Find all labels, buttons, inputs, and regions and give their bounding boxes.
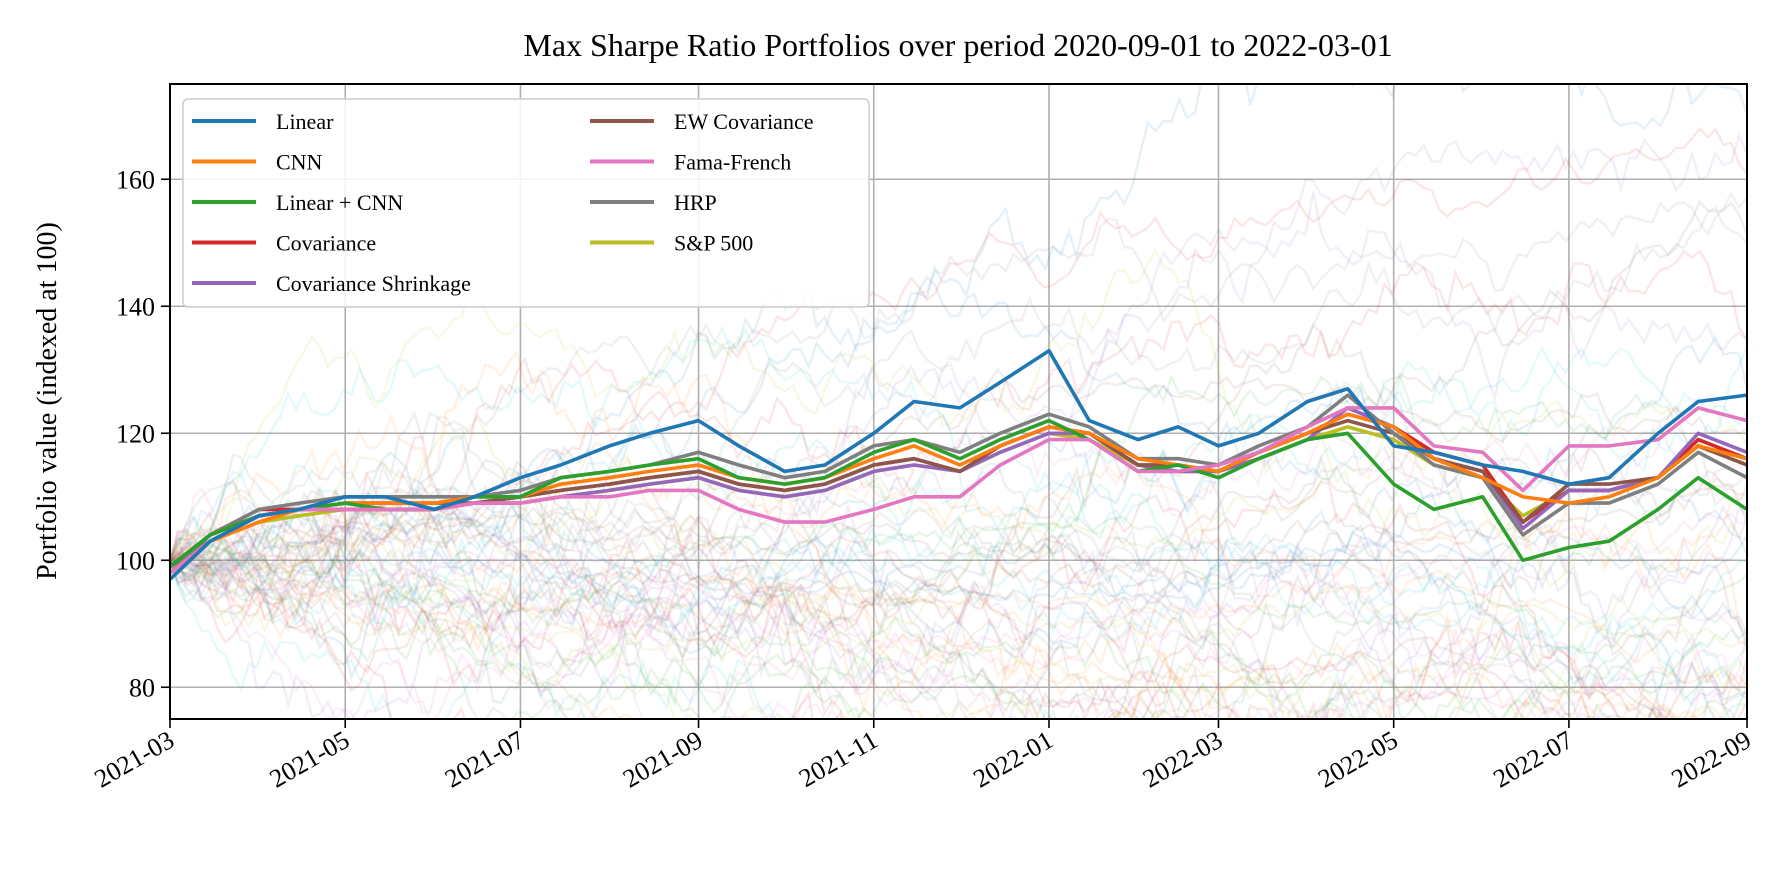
series-lines (170, 348, 1747, 582)
y-axis-label: Portfolio value (indexed at 100) (32, 222, 63, 580)
background-trace (170, 518, 1747, 719)
legend-label: S&P 500 (674, 231, 753, 256)
legend-label: Linear (276, 109, 334, 134)
background-trace (170, 531, 1302, 719)
x-tick-label: 2021-03 (89, 725, 179, 793)
background-trace (170, 504, 1747, 719)
background-trace (170, 248, 1747, 589)
background-trace (170, 513, 1747, 609)
background-trace (170, 511, 1747, 656)
x-axis-ticks: 2021-03 2021-05 2021-07 2021-09 2021-11 2022-… (89, 719, 1756, 794)
background-trace (170, 545, 1747, 649)
series-line-0 (170, 348, 1747, 582)
background-trace (170, 541, 1747, 719)
background-trace (170, 441, 1676, 719)
legend: Linear CNN Linear + CNN Covariance Covarianc… (182, 98, 870, 308)
background-trace (170, 84, 1747, 571)
plot-frame (169, 83, 1748, 720)
y-axis-ticks: 80 100 120 140 160 (116, 165, 170, 702)
x-tick-label: 2022-05 (1313, 725, 1403, 793)
y-tick-label: 160 (116, 165, 155, 194)
background-trace (170, 515, 1747, 657)
x-tick-label: 2022-01 (968, 725, 1058, 793)
background-trace (170, 486, 1747, 719)
legend-label: Linear + CNN (276, 190, 403, 215)
background-trace (170, 544, 1741, 719)
background-traces (170, 84, 1747, 719)
background-trace (170, 491, 1747, 719)
background-trace (170, 503, 1664, 719)
background-trace (170, 206, 1747, 621)
background-trace (170, 542, 1747, 719)
background-trace (170, 275, 1747, 681)
background-trace (170, 459, 1747, 590)
y-tick-label: 100 (116, 546, 155, 575)
background-trace (170, 373, 1747, 678)
background-trace (170, 505, 1717, 719)
background-trace (170, 510, 1747, 719)
legend-label: Fama-French (674, 150, 791, 175)
x-tick-label: 2022-09 (1666, 725, 1756, 793)
series-line-1 (170, 412, 1747, 575)
y-tick-label: 140 (116, 292, 155, 321)
background-trace (170, 509, 1747, 643)
background-trace (170, 535, 1747, 719)
background-trace (170, 525, 1434, 719)
background-trace (170, 422, 1747, 666)
legend-label: Covariance (276, 231, 376, 256)
background-trace (170, 527, 1366, 719)
x-tick-label: 2021-07 (440, 725, 530, 793)
background-trace (170, 530, 1747, 719)
background-trace (170, 469, 1747, 691)
background-trace (170, 190, 1747, 561)
background-trace (170, 559, 1747, 686)
background-trace (170, 199, 1747, 635)
background-trace (170, 325, 1747, 561)
background-trace (170, 480, 1747, 719)
background-trace (170, 504, 1747, 719)
background-trace (170, 191, 1747, 604)
legend-label: EW Covariance (674, 109, 813, 134)
background-trace (170, 489, 1747, 659)
legend-box (182, 98, 870, 308)
background-trace (170, 559, 1747, 719)
background-trace (170, 498, 1737, 719)
y-tick-label: 120 (116, 419, 155, 448)
x-tick-label: 2022-03 (1138, 725, 1228, 793)
background-trace (170, 367, 1747, 562)
y-tick-label: 80 (129, 673, 155, 702)
background-trace (170, 406, 1747, 719)
background-trace (170, 131, 1747, 687)
x-tick-label: 2021-05 (265, 725, 355, 793)
background-trace (170, 415, 1747, 719)
background-trace (170, 350, 1747, 719)
x-tick-label: 2022-07 (1488, 725, 1578, 793)
background-trace (170, 478, 1548, 719)
background-trace (170, 416, 1747, 719)
legend-label: HRP (674, 190, 717, 215)
background-trace (170, 249, 1747, 629)
x-tick-label: 2021-09 (618, 725, 708, 793)
legend-label: Covariance Shrinkage (276, 271, 471, 296)
legend-label: CNN (276, 150, 323, 175)
background-trace (170, 484, 1747, 588)
background-trace (170, 494, 1747, 702)
x-tick-label: 2021-11 (794, 725, 883, 793)
chart-title: Max Sharpe Ratio Portfolios over period … (523, 27, 1392, 63)
